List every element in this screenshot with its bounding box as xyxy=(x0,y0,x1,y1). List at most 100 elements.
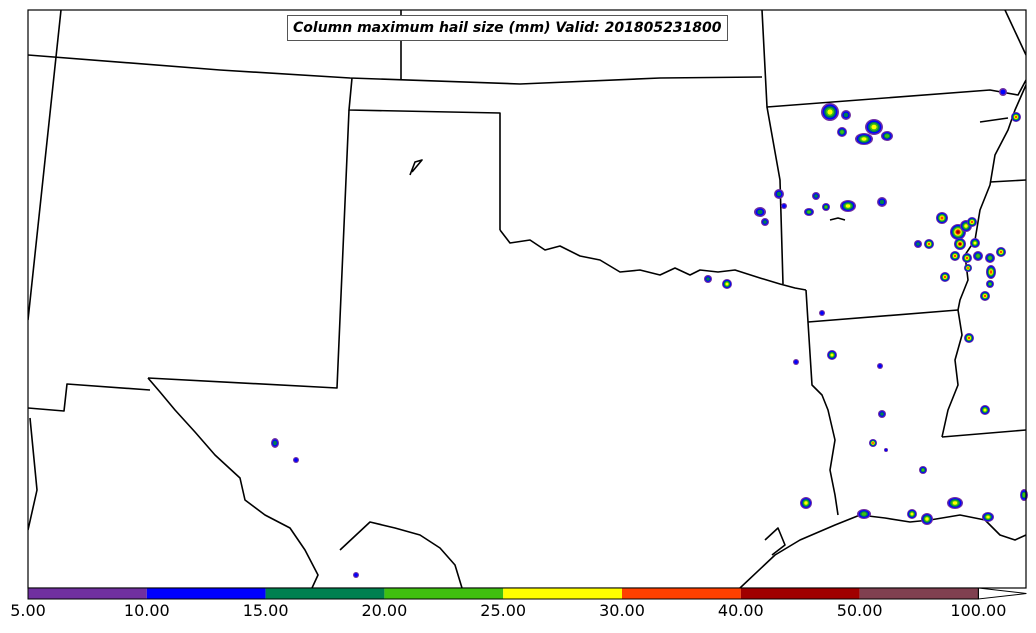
colorbar-tick-label: 5.00 xyxy=(10,601,46,620)
boundary-line xyxy=(28,54,763,85)
colorbar-tick-label: 10.00 xyxy=(123,601,170,620)
hail-cell-ring xyxy=(967,267,969,269)
colorbar-extend-arrow xyxy=(977,587,1027,600)
colorbar-tick-label: 25.00 xyxy=(480,601,527,620)
hail-cell-ring xyxy=(1022,492,1026,498)
hail-cell-ring xyxy=(861,512,867,516)
boundary-line xyxy=(147,377,319,588)
hail-cell-ring xyxy=(986,515,990,519)
hail-cell-ring xyxy=(872,442,874,444)
hail-cell-ring xyxy=(879,199,885,205)
boundary-line xyxy=(28,417,38,531)
hail-cell-ring xyxy=(827,109,833,115)
lake-outline xyxy=(409,159,423,176)
hail-cell-ring xyxy=(973,241,977,245)
hail-cell-ring xyxy=(1014,115,1018,119)
colorbar-segment xyxy=(859,588,979,599)
boundary-line xyxy=(807,309,959,323)
boundary-line xyxy=(28,10,62,321)
hail-cell-ring xyxy=(989,270,993,274)
hail-cell-ring xyxy=(273,440,277,446)
hail-cell-ring xyxy=(782,204,786,208)
hail-cell-ring xyxy=(824,205,828,209)
hail-cell-ring xyxy=(953,254,957,258)
hail-cell-ring xyxy=(725,282,729,286)
hail-cell-ring xyxy=(763,220,767,224)
hail-cell-ring xyxy=(871,124,877,130)
hail-cell-ring xyxy=(794,360,798,364)
hail-cell-ring xyxy=(943,275,947,279)
hail-cell-ring xyxy=(952,501,958,505)
colorbar-tick-label: 100.00 xyxy=(950,601,1007,620)
hail-cell-ring xyxy=(921,468,925,472)
colorbar-segment xyxy=(384,588,504,599)
colorbar-segment xyxy=(146,588,266,599)
colorbar-segment xyxy=(28,588,147,599)
hail-cell-ring xyxy=(861,137,867,141)
hail-cell-ring xyxy=(988,256,992,260)
hail-cell-ring xyxy=(976,254,980,258)
hail-cell-ring xyxy=(970,220,974,224)
hail-cell-ring xyxy=(925,517,929,521)
boundary-line xyxy=(1004,10,1026,56)
hail-cell-ring xyxy=(910,512,914,516)
hail-cell-ring xyxy=(956,230,960,234)
colorbar-tick-label: 15.00 xyxy=(242,601,289,620)
coastline xyxy=(764,527,786,556)
hail-cell-ring xyxy=(916,242,920,246)
map-title: Column maximum hail size (mm) Valid: 201… xyxy=(287,15,728,41)
colorbar-segment xyxy=(503,588,622,599)
hail-cell-ring xyxy=(999,250,1003,254)
hail-cell-ring xyxy=(878,364,882,368)
map-background xyxy=(28,10,1026,588)
colorbar xyxy=(27,587,1027,600)
boundary-line xyxy=(979,117,1009,123)
colorbar-segment xyxy=(622,588,741,599)
boundary-line xyxy=(766,106,784,285)
hail-cell-ring xyxy=(958,242,962,246)
hail-cell-ring xyxy=(757,209,763,215)
hail-cell-ring xyxy=(354,573,358,577)
coastline xyxy=(739,514,1026,588)
hail-cell-ring xyxy=(983,294,987,298)
boundary-line xyxy=(805,289,839,516)
hail-cell-ring xyxy=(807,210,811,214)
hail-swaths xyxy=(271,88,1028,578)
hail-cell-ring xyxy=(988,282,992,286)
hail-cell-ring xyxy=(965,256,969,260)
hail-cell-ring xyxy=(294,458,298,462)
hail-cell-ring xyxy=(884,448,888,452)
hail-cell-ring xyxy=(843,112,849,118)
boundary-line xyxy=(28,383,151,412)
colorbar-tick-label: 20.00 xyxy=(361,601,408,620)
boundary-line xyxy=(147,109,350,389)
hail-cell-ring xyxy=(884,134,890,138)
hail-cell-ring xyxy=(983,408,987,412)
colorbar-tick-label: 40.00 xyxy=(717,601,764,620)
hail-cell-ring xyxy=(776,191,782,197)
hail-cell-ring xyxy=(845,204,851,208)
hail-cell-ring xyxy=(820,311,824,315)
colorbar-segment xyxy=(740,588,860,599)
boundary-line xyxy=(941,429,1026,438)
hail-cell-ring xyxy=(1000,89,1006,95)
boundary-line xyxy=(499,229,807,291)
hail-cell-ring xyxy=(840,130,844,134)
hail-cell-ring xyxy=(964,224,968,228)
colorbar-segment xyxy=(265,588,385,599)
hail-cell-ring xyxy=(927,242,931,246)
colorbar-tick-label: 50.00 xyxy=(836,601,883,620)
colorbar-outline xyxy=(27,587,979,600)
boundary-line xyxy=(339,521,463,588)
boundary-line xyxy=(761,10,1026,108)
hail-cell-ring xyxy=(814,194,818,198)
hail-cell-ring xyxy=(830,353,834,357)
hail-cell-ring xyxy=(940,216,944,220)
hail-cell-ring xyxy=(706,277,710,281)
lake-outline xyxy=(829,217,846,221)
boundary-line xyxy=(989,179,1026,183)
hail-cell-ring xyxy=(967,336,971,340)
boundary-line xyxy=(348,77,501,230)
hail-cell-ring xyxy=(804,501,808,505)
